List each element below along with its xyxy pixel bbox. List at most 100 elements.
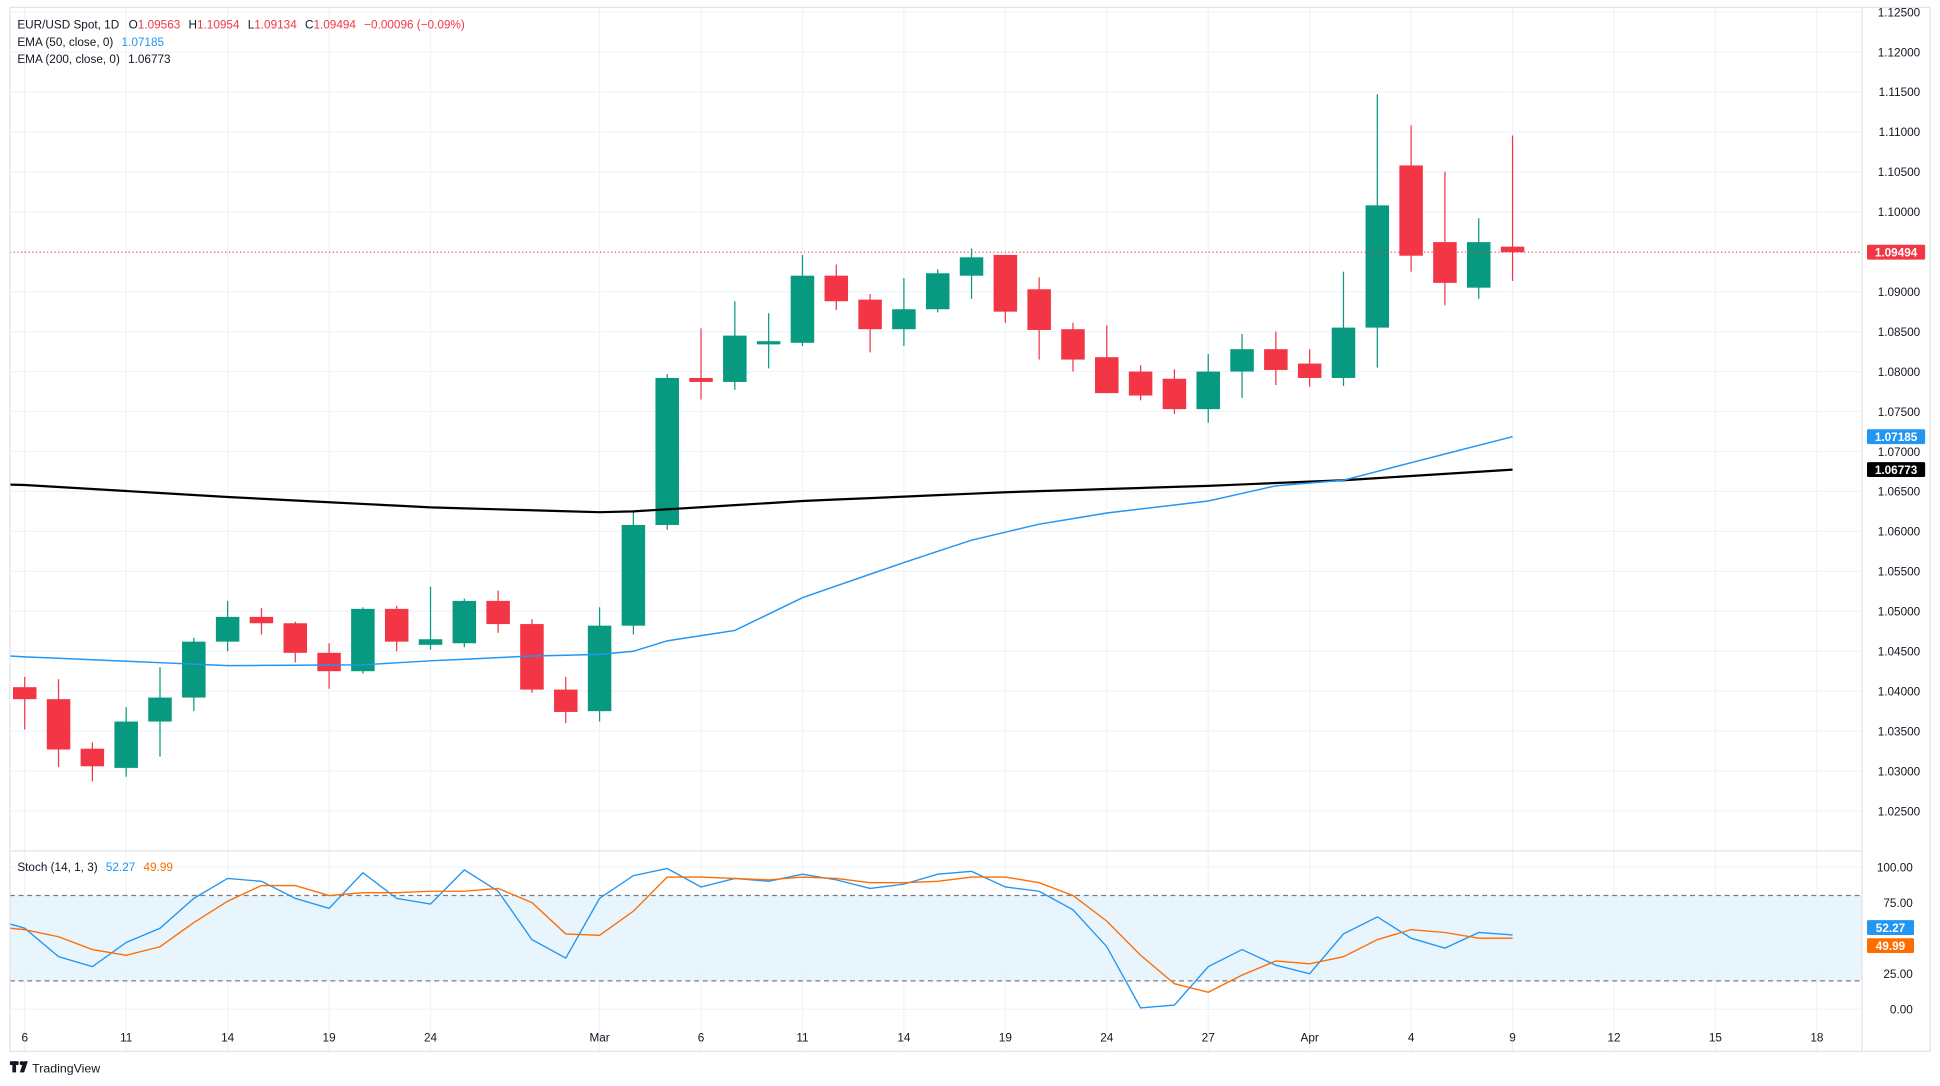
candle [1500,135,1525,281]
candle-body [351,608,375,672]
price-tick-label: 1.12000 [1878,46,1921,59]
candle-body [1433,242,1457,283]
time-tick-label: 24 [1100,1031,1114,1044]
candle-body [1264,349,1288,370]
stoch-k-value: 52.27 [106,861,135,874]
ema50-legend[interactable]: EMA (50, close, 0) 1.07185 [17,36,164,49]
stoch-d-value: 49.99 [144,861,173,874]
price-tick-label: 1.03500 [1878,725,1921,738]
ema200-legend[interactable]: EMA (200, close, 0) 1.06773 [17,53,171,66]
candle-body [452,600,477,644]
candle [1061,322,1085,372]
time-tick-label: 11 [120,1031,132,1044]
candle-body [1061,329,1085,360]
candle-body [1500,246,1525,253]
ema200-badge: 1.06773 [1867,462,1926,478]
candle-body [858,299,882,330]
price-tick-label: 1.09000 [1878,286,1921,299]
candle-body [520,624,544,690]
candle-body [587,625,612,712]
tradingview-icon [9,1061,28,1073]
price-axis[interactable]: 1.12500 1.12000 1.11500 1.11000 1.10500 1.100… [1878,6,1921,818]
candle [148,667,172,757]
high-label: H [189,18,198,31]
price-tick-label: 1.08500 [1878,326,1921,339]
stoch-k-line [9,867,1513,1009]
candle-body [756,341,781,345]
stoch-axis[interactable]: 100.00 75.00 25.00 0.00 [1877,861,1913,1016]
stoch-tick-label: 25.00 [1883,968,1913,981]
candle-body [824,275,849,302]
candle-body [621,524,646,626]
candle [858,294,882,353]
candle-body [1027,289,1051,331]
stoch-k-badge: 52.27 [1867,920,1915,935]
candle-body [1365,205,1390,328]
ema200-value: 1.06773 [128,53,171,66]
stoch-tick-label: 100.00 [1877,861,1913,874]
main-legend: EUR/USD Spot, 1D O1.09563 H1.10954 L1.09… [17,18,465,31]
svg-text:1.06773: 1.06773 [1875,464,1918,477]
open-label: O [129,18,138,31]
time-tick-label: 6 [698,1031,705,1044]
candle-body [384,608,409,642]
candle [621,510,646,635]
candle-body [790,275,815,343]
open-value: 1.09563 [138,18,181,31]
price-tick-label: 1.04000 [1878,686,1921,699]
time-tick-label: 18 [1810,1031,1824,1044]
candle [317,643,341,689]
ema50-value: 1.07185 [122,36,165,49]
candle [1365,94,1390,368]
candle [1027,277,1051,360]
candle-body [925,273,950,310]
candle [12,676,37,730]
time-tick-label: 6 [21,1031,28,1044]
stoch-band-lines [9,894,1863,982]
ema50-label: EMA (50, close, 0) [17,36,113,49]
candle-body [182,641,206,698]
time-tick-label: 27 [1202,1031,1215,1044]
price-tick-label: 1.07000 [1878,446,1921,459]
close-label: C [305,18,314,31]
candle [80,742,105,782]
high-value: 1.10954 [197,18,240,31]
candle [46,679,71,768]
price-tick-label: 1.06000 [1878,526,1921,539]
candle [993,254,1018,323]
candle-body [486,600,510,625]
price-tick-label: 1.10000 [1878,206,1921,219]
candle [384,605,409,652]
candle [249,608,274,635]
svg-text:49.99: 49.99 [1876,940,1906,953]
ema50-line [9,435,1513,667]
candle-body [1466,242,1491,288]
price-tick-label: 1.06500 [1878,486,1921,499]
time-tick-label: 24 [424,1031,438,1044]
candle [283,621,308,663]
tradingview-logo[interactable]: TradingView [9,1061,100,1075]
candle [587,607,612,722]
candle [689,328,713,400]
candle-body [1297,363,1322,378]
candle-body [283,623,308,653]
candle-body [317,652,341,672]
price-tick-label: 1.04500 [1878,646,1921,659]
time-tick-label: 11 [796,1031,808,1044]
stoch-tick-label: 0.00 [1890,1004,1913,1017]
candle-body [249,616,274,624]
svg-text:52.27: 52.27 [1876,922,1906,935]
time-tick-label: 14 [221,1031,235,1044]
price-tick-label: 1.05500 [1878,566,1921,579]
time-tick-label: Apr [1301,1031,1319,1044]
ema200-label: EMA (200, close, 0) [17,53,120,66]
stoch-d-line [9,876,1513,993]
stoch-legend[interactable]: Stoch (14, 1, 3) 52.27 49.99 [17,861,173,874]
candle [959,248,984,299]
candle [486,590,510,633]
time-tick-label: 12 [1607,1031,1620,1044]
low-value: 1.09134 [254,18,297,31]
low-label: L [248,18,255,31]
time-axis[interactable]: 6 11 14 19 24 Mar 6 11 14 19 24 27 Apr 4 9 12 15 18 [21,1031,1823,1044]
